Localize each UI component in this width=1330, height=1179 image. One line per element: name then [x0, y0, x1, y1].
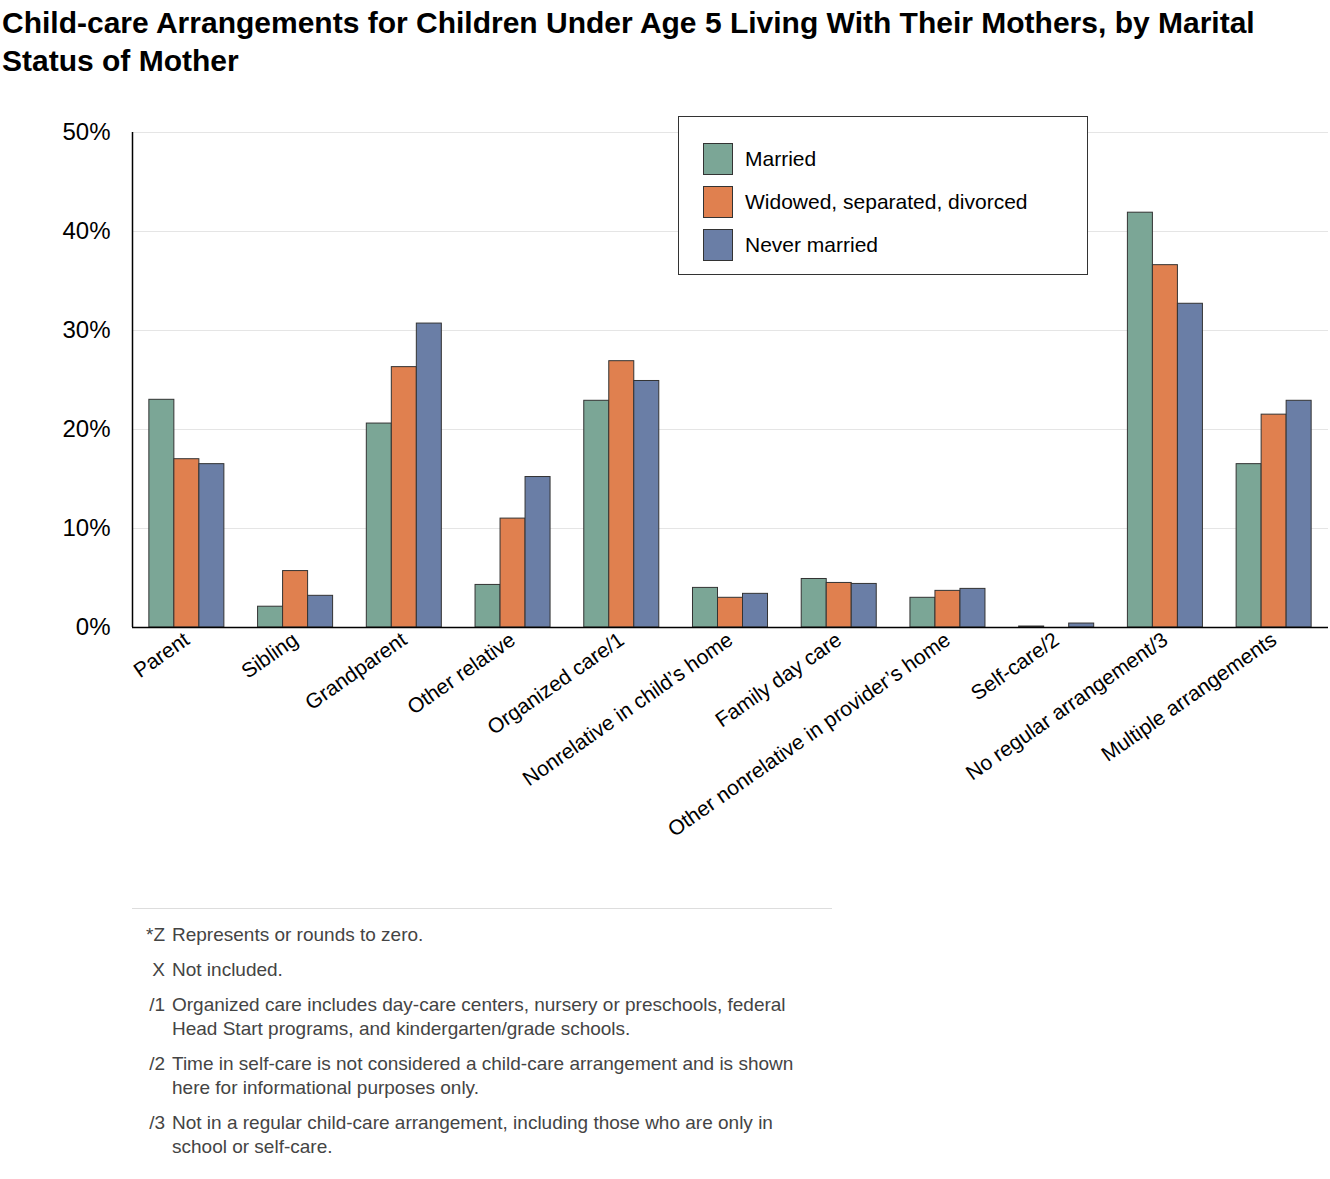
- svg-text:10%: 10%: [62, 514, 110, 541]
- svg-text:40%: 40%: [62, 217, 110, 244]
- html-text:Child-care Arrangements for Ch: Child-care Arrangements for Children Und…: [2, 6, 1255, 77]
- svg-text:50%: 50%: [62, 118, 110, 145]
- svg-text:Grandparent: Grandparent: [301, 627, 411, 714]
- svg-text:Multiple arrangements: Multiple arrangements: [1097, 627, 1280, 765]
- svg-text:Other nonrelative in provider’: Other nonrelative in provider’s home: [663, 627, 954, 840]
- svg-text:30%: 30%: [62, 316, 110, 343]
- svg-text:Parent: Parent: [129, 627, 193, 681]
- html-text:*Z Represents or rounds to zer: *Z Represents or rounds to zero.: [146, 924, 424, 945]
- svg-text:Nonrelative in child’s home: Nonrelative in child’s home: [518, 627, 736, 790]
- svg-text:Other relative: Other relative: [403, 627, 519, 718]
- html-text:/1 Organized care includes day: /1 Organized care includes day-care cent…: [149, 994, 786, 1039]
- svg-text:0%: 0%: [76, 613, 111, 640]
- html-text:Widowed, separated, divorced: Widowed, separated, divorced: [745, 189, 1028, 213]
- svg-text:No regular arrangement/3: No regular arrangement/3: [961, 627, 1171, 784]
- svg-text:20%: 20%: [62, 415, 110, 442]
- html-text:Never married: Never married: [745, 232, 878, 256]
- svg-text:Organized care/1: Organized care/1: [482, 627, 628, 739]
- svg-text:Self-care/2: Self-care/2: [966, 627, 1062, 704]
- svg-text:Family day care: Family day care: [710, 627, 846, 732]
- html-text:Married: Married: [745, 146, 817, 170]
- html-text:/3 Not in a regular child-care: /3 Not in a regular child-care arrangeme…: [149, 1112, 773, 1157]
- html-text:/2 Time in self-care is not co: /2 Time in self-care is not considered a…: [149, 1053, 794, 1098]
- svg-text:Sibling: Sibling: [237, 627, 302, 682]
- html-text:X Not included.: X Not included.: [152, 959, 283, 980]
